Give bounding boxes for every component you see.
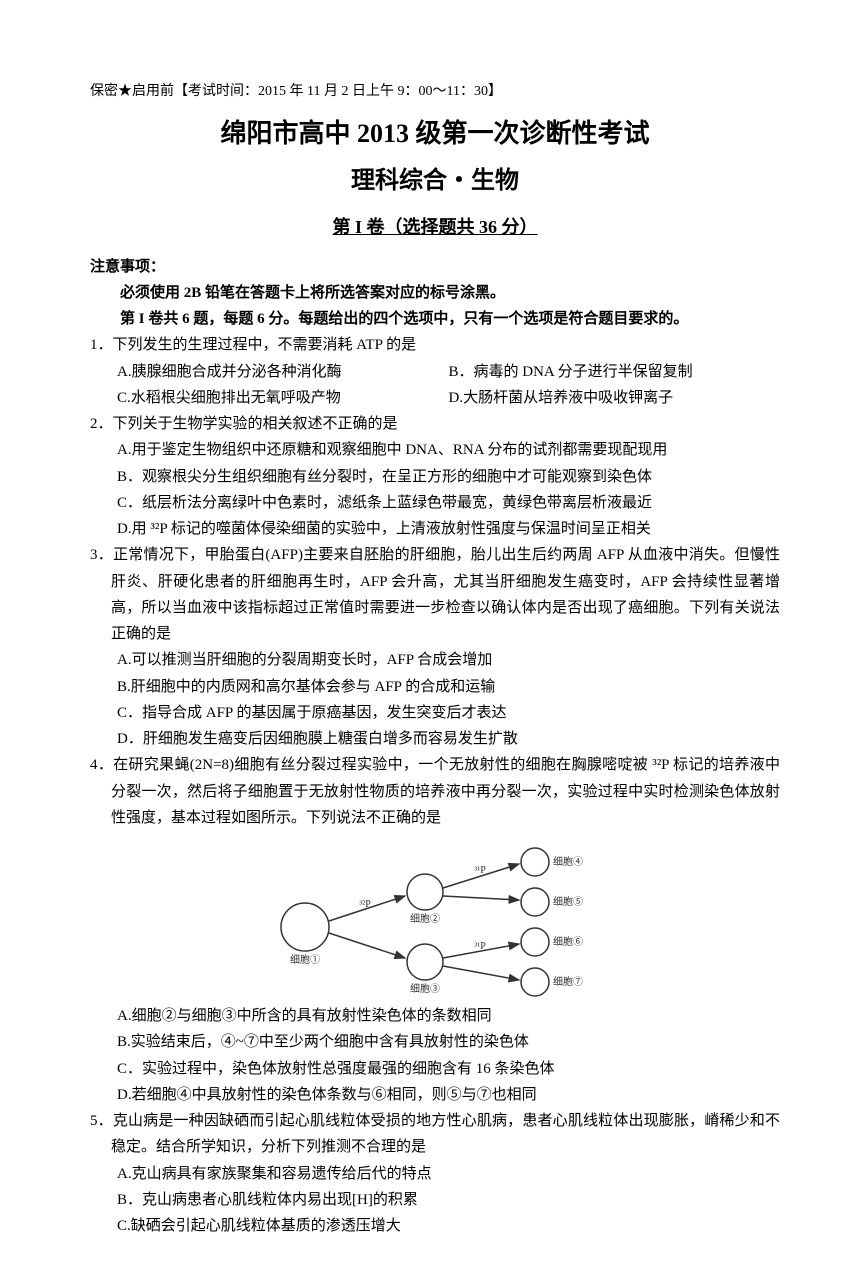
q3-option-d: D．肝细胞发生癌变后因细胞膜上糖蛋白增多而容易发生扩散	[90, 726, 780, 752]
q4-option-c: C．实验过程中，染色体放射性总强度最强的细胞含有 16 条染色体	[90, 1056, 780, 1082]
svg-text:³²P: ³²P	[359, 899, 371, 910]
svg-text:细胞④: 细胞④	[553, 855, 583, 868]
q2-option-a: A.用于鉴定生物组织中还原糖和观察细胞中 DNA、RNA 分布的试剂都需要现配现…	[90, 437, 780, 463]
notice-line-2: 第 I 卷共 6 题，每题 6 分。每题给出的四个选项中，只有一个选项是符合题目…	[90, 306, 780, 332]
q1-row-cd: C.水稻根尖细胞排出无氧呼吸产物 D.大肠杆菌从培养液中吸收钾离子	[90, 385, 780, 411]
svg-text:细胞②: 细胞②	[410, 912, 440, 925]
svg-text:³¹P: ³¹P	[474, 941, 486, 952]
q5-option-b: B．克山病患者心肌线粒体内易出现[H]的积累	[90, 1187, 780, 1213]
q2-option-c: C．纸层析法分离绿叶中色素时，滤纸条上蓝绿色带最宽，黄绿色带离层析液最近	[90, 490, 780, 516]
q1-option-c: C.水稻根尖细胞排出无氧呼吸产物	[117, 385, 449, 411]
q4-stem: 4．在研究果蝇(2N=8)细胞有丝分裂过程实验中，一个无放射性的细胞在胸腺嘧啶被…	[90, 752, 780, 831]
question-4: 4．在研究果蝇(2N=8)细胞有丝分裂过程实验中，一个无放射性的细胞在胸腺嘧啶被…	[90, 752, 780, 1108]
q4-option-d: D.若细胞④中具放射性的染色体条数与⑥相同，则⑤与⑦也相同	[90, 1082, 780, 1108]
notice-label: 注意事项：	[90, 254, 780, 280]
question-3: 3．正常情况下，甲胎蛋白(AFP)主要来自胚胎的肝细胞，胎儿出生后约两周 AFP…	[90, 542, 780, 752]
q3-option-c: C．指导合成 AFP 的基因属于原癌基因，发生突变后才表达	[90, 700, 780, 726]
q3-stem: 3．正常情况下，甲胎蛋白(AFP)主要来自胚胎的肝细胞，胎儿出生后约两周 AFP…	[90, 542, 780, 647]
q2-stem: 2．下列关于生物学实验的相关叙述不正确的是	[90, 411, 780, 437]
q5-option-c: C.缺硒会引起心肌线粒体基质的渗透压增大	[90, 1213, 780, 1239]
q1-option-d: D.大肠杆菌从培养液中吸收钾离子	[449, 385, 781, 411]
q4-option-b: B.实验结束后，④~⑦中至少两个细胞中含有具放射性的染色体	[90, 1029, 780, 1055]
q2-option-d: D.用 ³²P 标记的噬菌体侵染细菌的实验中，上清液放射性强度与保温时间呈正相关	[90, 516, 780, 542]
title-section: 第 I 卷（选择题共 36 分）	[90, 212, 780, 244]
svg-text:细胞⑥: 细胞⑥	[553, 935, 583, 948]
q1-option-b: B．病毒的 DNA 分子进行半保留复制	[449, 359, 781, 385]
exam-header: 保密★启用前【考试时间：2015 年 11 月 2 日上午 9：00～11：30…	[90, 80, 780, 105]
svg-text:³¹P: ³¹P	[474, 865, 486, 876]
question-2: 2．下列关于生物学实验的相关叙述不正确的是 A.用于鉴定生物组织中还原糖和观察细…	[90, 411, 780, 542]
question-5: 5．克山病是一种因缺硒而引起心肌线粒体受损的地方性心肌病，患者心肌线粒体出现膨胀…	[90, 1108, 780, 1239]
svg-text:细胞⑦: 细胞⑦	[553, 975, 583, 988]
q5-option-a: A.克山病具有家族聚集和容易遗传给后代的特点	[90, 1161, 780, 1187]
q4-diagram: 细胞① 细胞② 细胞③ 细胞④ 细胞⑤ 细胞⑥ 细胞⑦ ³²P ³¹P ³¹P	[90, 837, 780, 997]
q5-stem: 5．克山病是一种因缺硒而引起心肌线粒体受损的地方性心肌病，患者心肌线粒体出现膨胀…	[90, 1108, 780, 1161]
q2-option-b: B．观察根尖分生组织细胞有丝分裂时，在呈正方形的细胞中才可能观察到染色体	[90, 464, 780, 490]
q1-row-ab: A.胰腺细胞合成并分泌各种消化酶 B．病毒的 DNA 分子进行半保留复制	[90, 359, 780, 385]
question-1: 1．下列发生的生理过程中，不需要消耗 ATP 的是 A.胰腺细胞合成并分泌各种消…	[90, 332, 780, 411]
title-main: 绵阳市高中 2013 级第一次诊断性考试	[90, 111, 780, 157]
title-sub: 理科综合・生物	[90, 160, 780, 202]
q1-stem: 1．下列发生的生理过程中，不需要消耗 ATP 的是	[90, 332, 780, 358]
exam-page: 保密★启用前【考试时间：2015 年 11 月 2 日上午 9：00～11：30…	[0, 0, 860, 1279]
q1-option-a: A.胰腺细胞合成并分泌各种消化酶	[117, 359, 449, 385]
svg-text:细胞⑤: 细胞⑤	[553, 895, 583, 908]
svg-text:细胞③: 细胞③	[410, 982, 440, 995]
svg-text:细胞①: 细胞①	[290, 953, 320, 966]
q3-option-a: A.可以推测当肝细胞的分裂周期变长时，AFP 合成会增加	[90, 647, 780, 673]
cell-division-diagram: 细胞① 细胞② 细胞③ 细胞④ 细胞⑤ 细胞⑥ 细胞⑦ ³²P ³¹P ³¹P	[265, 837, 605, 997]
notice-line-1: 必须使用 2B 铅笔在答题卡上将所选答案对应的标号涂黑。	[90, 280, 780, 306]
q3-option-b: B.肝细胞中的内质网和高尔基体会参与 AFP 的合成和运输	[90, 674, 780, 700]
q4-option-a: A.细胞②与细胞③中所含的具有放射性染色体的条数相同	[90, 1003, 780, 1029]
